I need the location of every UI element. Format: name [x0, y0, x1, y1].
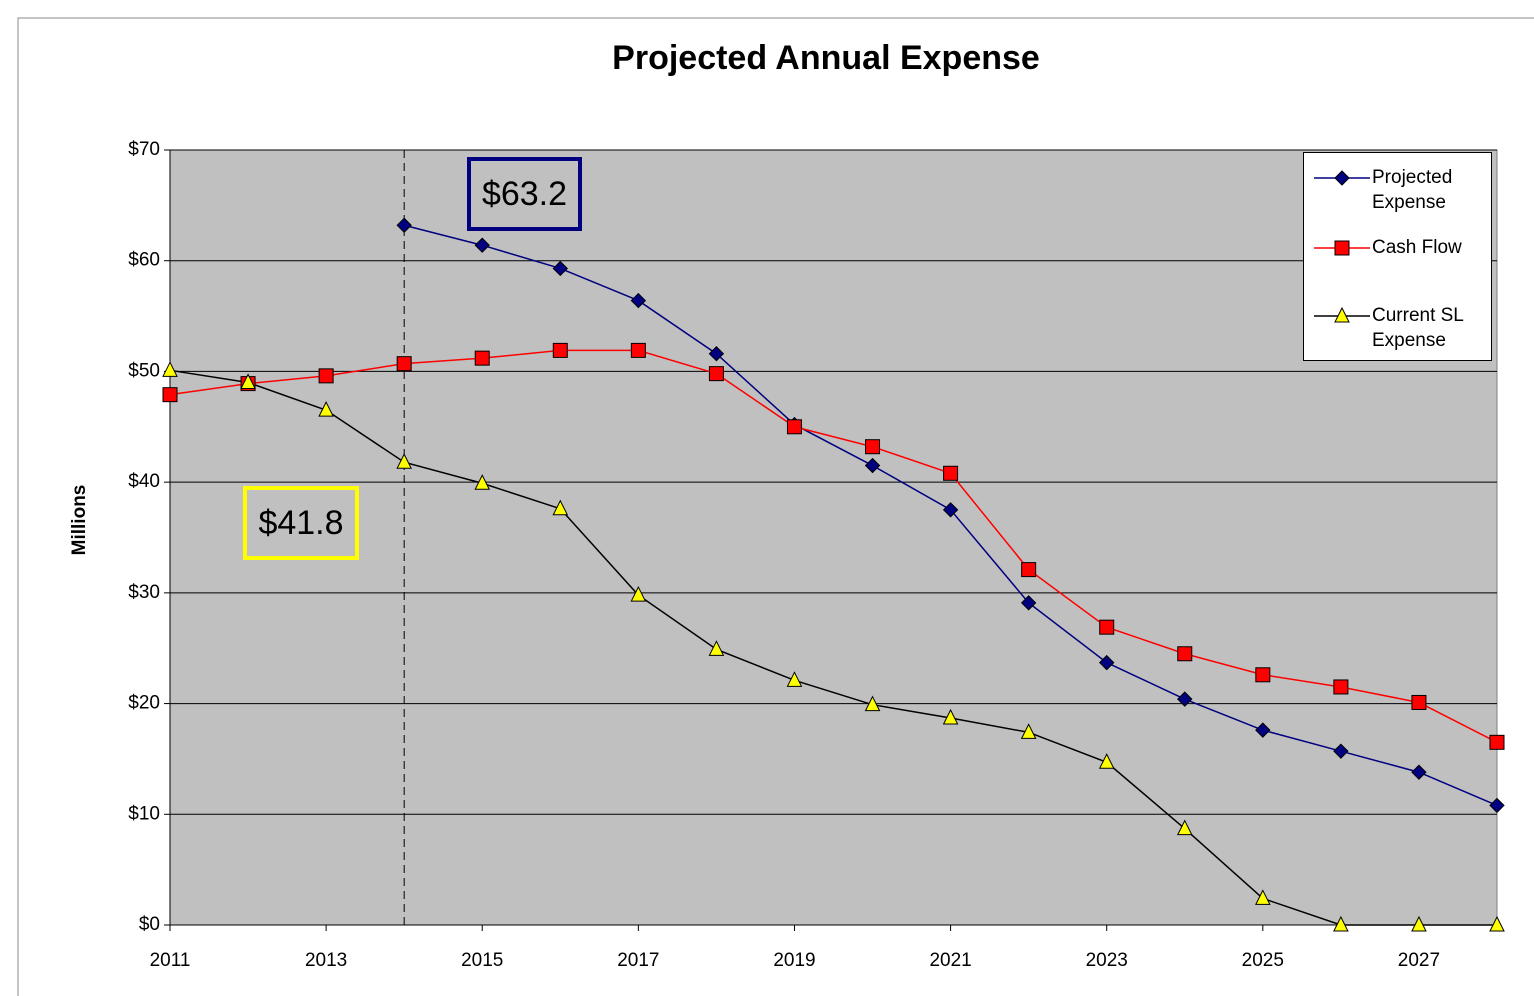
data-point: [396, 356, 412, 372]
data-point: [162, 387, 178, 403]
y-tick-label: $60: [128, 250, 160, 271]
x-tick-label: 2017: [617, 950, 659, 971]
x-tick-label: 2025: [1242, 950, 1284, 971]
data-point: [1411, 915, 1427, 932]
x-tick-label: 2021: [929, 950, 971, 971]
legend-marker: [1334, 240, 1350, 256]
data-point: [552, 342, 568, 358]
data-point: [865, 439, 881, 455]
legend-label: Projected Expense: [1372, 167, 1453, 213]
chart-title: Projected Annual Expense: [612, 39, 1040, 77]
annotation-text: $63.2: [482, 175, 567, 213]
data-point: [474, 474, 491, 490]
data-point: [474, 350, 490, 366]
annotation-box: [467, 157, 582, 231]
data-point: [1255, 667, 1271, 683]
y-tick-label: $50: [128, 360, 160, 381]
data-point: [1021, 562, 1037, 578]
data-point: [396, 453, 412, 469]
data-point: [630, 292, 647, 309]
legend-label: Current SL Expense: [1372, 305, 1464, 351]
data-point: [162, 361, 178, 377]
data-point: [943, 465, 959, 481]
x-tick-label: 2019: [773, 950, 815, 971]
data-point: [630, 585, 647, 602]
data-point: [786, 419, 802, 435]
y-axis-label: Millions: [69, 485, 90, 556]
plot-area: [169, 149, 1498, 926]
legend-symbol: [1314, 240, 1370, 256]
data-point: [1411, 694, 1427, 710]
data-point: [1020, 595, 1037, 611]
data-point: [1176, 819, 1193, 836]
x-tick-label: 2013: [305, 950, 347, 971]
data-point: [318, 368, 334, 384]
data-point: [1020, 723, 1037, 739]
legend-symbol: [1314, 306, 1370, 323]
x-tick-label: 2011: [150, 950, 191, 971]
y-tick-label: $20: [128, 693, 160, 714]
y-tick-label: $0: [139, 914, 160, 935]
data-point: [396, 217, 412, 233]
data-point: [1099, 619, 1115, 635]
data-point: [1489, 915, 1505, 932]
data-point: [474, 237, 490, 253]
data-point: [1099, 654, 1115, 671]
data-point: [942, 708, 959, 725]
data-point: [1333, 679, 1349, 695]
data-point: [318, 401, 334, 417]
data-point: [942, 502, 959, 518]
legend-item: Cash Flow: [1304, 235, 1493, 295]
data-point: [552, 499, 569, 516]
legend-item: Projected Expense: [1304, 165, 1493, 225]
data-point: [786, 671, 803, 687]
data-point: [864, 695, 881, 712]
data-point: [552, 260, 569, 277]
data-point: [708, 346, 725, 362]
annotation-box: [243, 486, 359, 560]
data-point: [864, 457, 881, 474]
y-tick-label: $30: [128, 582, 160, 603]
data-point: [240, 373, 256, 389]
data-point: [1098, 753, 1115, 769]
x-tick-label: 2027: [1398, 950, 1440, 971]
x-tick-label: 2023: [1086, 950, 1128, 971]
data-point: [1177, 646, 1193, 662]
legend-marker: [1334, 306, 1350, 323]
data-point: [630, 342, 646, 358]
data-point: [1255, 889, 1271, 905]
data-point: [1333, 743, 1349, 759]
data-point: [1333, 915, 1349, 932]
data-point: [708, 366, 724, 382]
legend: Projected Expense Cash Flow Current SL Exp…: [1303, 152, 1492, 361]
data-point: [1177, 691, 1193, 707]
data-point: [1489, 734, 1505, 750]
data-point: [1411, 764, 1427, 780]
y-tick-label: $70: [128, 139, 160, 160]
legend-symbol: [1314, 170, 1370, 186]
series-line: [169, 369, 1497, 926]
annotation-text: $41.8: [258, 504, 343, 542]
legend-item: Current SL Expense: [1304, 303, 1493, 363]
x-tick-label: 2015: [461, 950, 503, 971]
data-point: [1489, 797, 1505, 814]
data-point: [708, 640, 725, 656]
series-line: [169, 349, 1498, 743]
data-point: [1255, 722, 1271, 738]
legend-marker: [1334, 170, 1350, 186]
legend-label: Cash Flow: [1372, 237, 1462, 258]
y-tick-label: $40: [128, 471, 160, 492]
y-tick-label: $10: [128, 803, 160, 824]
